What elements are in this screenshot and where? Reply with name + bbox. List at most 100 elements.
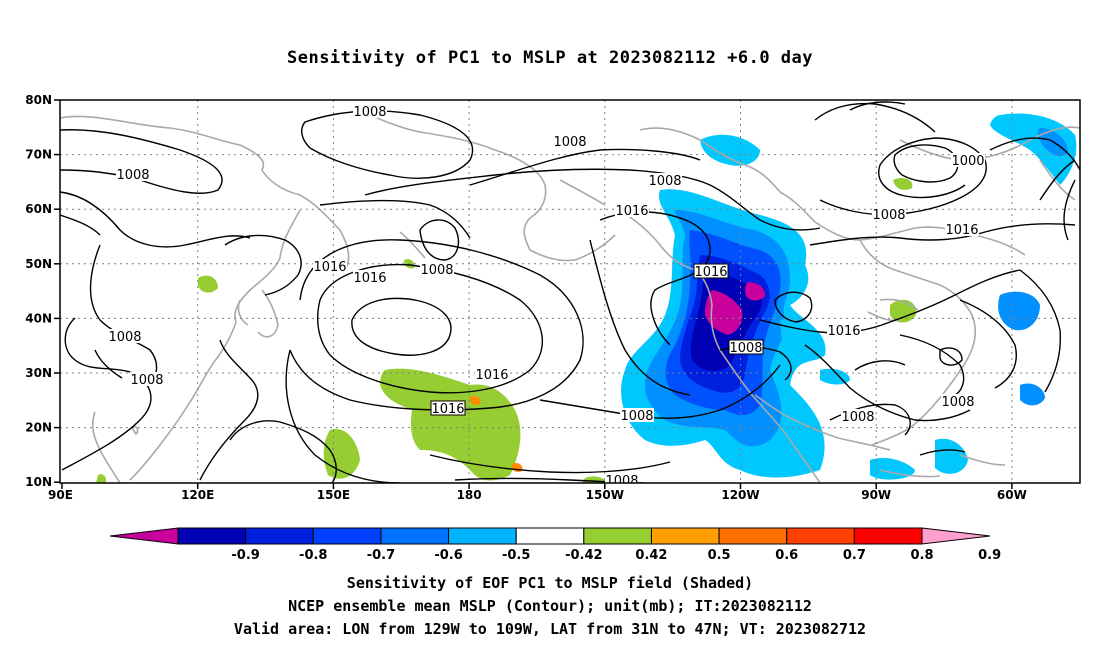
colorbar-label: -0.9 bbox=[231, 548, 259, 563]
contour-label: 1008 bbox=[353, 105, 386, 120]
contour-label: 1008 bbox=[605, 474, 638, 489]
contour-label-bg bbox=[620, 408, 654, 422]
contour-label-bg bbox=[353, 104, 387, 118]
contour-label-bg bbox=[951, 153, 985, 167]
lon-label: 120W bbox=[721, 488, 759, 502]
colorbar-label: -0.42 bbox=[565, 548, 602, 563]
contour-label: 1008 bbox=[420, 263, 453, 278]
colorbar-label: 0.6 bbox=[775, 548, 798, 563]
colorbar-end-left bbox=[109, 527, 179, 545]
colorbar-swatch bbox=[177, 527, 247, 545]
contour-label-bg bbox=[130, 372, 164, 386]
contour-label-bg bbox=[420, 262, 454, 276]
contour-label-bg bbox=[615, 203, 649, 217]
contour-label: 1008 bbox=[941, 395, 974, 410]
contour-label-bg bbox=[841, 409, 875, 423]
contour-label-bg bbox=[430, 400, 466, 416]
colorbar-label: 0.8 bbox=[910, 548, 933, 563]
colorbar-end-right bbox=[921, 527, 991, 545]
colorbar-swatch bbox=[448, 527, 517, 545]
colorbar-swatch bbox=[853, 527, 923, 545]
contour-label: 1008 bbox=[116, 168, 149, 183]
contour-label: 1016 bbox=[353, 271, 386, 286]
contour-label-bg bbox=[872, 207, 906, 221]
contour-label-bg bbox=[116, 167, 150, 181]
lon-label: 60W bbox=[997, 488, 1027, 502]
shade-neg-extreme-2 bbox=[744, 282, 766, 301]
contour-label: 1016 bbox=[694, 265, 727, 280]
contour-label-bg bbox=[827, 323, 861, 337]
contour-label: 1008 bbox=[872, 208, 905, 223]
contour-label: 1008 bbox=[841, 410, 874, 425]
shade-pos-labrador bbox=[893, 177, 913, 190]
colorbar-label: -0.7 bbox=[367, 548, 395, 563]
contour-label-bg bbox=[728, 339, 764, 355]
lat-label: 80N bbox=[25, 93, 52, 107]
lon-label: 90W bbox=[861, 488, 891, 502]
lat-label: 10N bbox=[25, 475, 52, 489]
contour-label-bg bbox=[693, 263, 729, 279]
contour-label: 1008 bbox=[620, 409, 653, 424]
colorbar-label: 0.5 bbox=[708, 548, 731, 563]
shade-neg-alaska bbox=[700, 134, 760, 166]
caption-line-1: Sensitivity of EOF PC1 to MSLP field (Sh… bbox=[346, 574, 754, 592]
contour-label: 1008 bbox=[729, 341, 762, 356]
shade-neg-atlantic bbox=[998, 291, 1040, 331]
lat-label: 30N bbox=[25, 366, 52, 380]
colorbar-swatch bbox=[245, 527, 314, 545]
lat-label: 60N bbox=[25, 202, 52, 216]
graticule bbox=[60, 100, 1080, 483]
map-axes: 90E 120E 150E 180 150W 120W 90W 60W 80N 70N 60N 50N… bbox=[25, 93, 1027, 502]
colorbar-swatch bbox=[718, 527, 788, 545]
isobar-contours bbox=[60, 101, 1080, 483]
shade-pos-great-lakes bbox=[890, 299, 917, 323]
lon-label: 150E bbox=[317, 488, 350, 502]
colorbar-swatch bbox=[650, 527, 720, 545]
shade-neg-atlantic-2 bbox=[1020, 383, 1045, 406]
caption-line-3: Valid area: LON from 129W to 109W, LAT f… bbox=[233, 620, 867, 638]
colorbar-swatch bbox=[312, 527, 382, 545]
contour-label-bg bbox=[475, 367, 509, 381]
map-frame bbox=[59, 99, 1081, 484]
contour-label-bg bbox=[553, 134, 587, 148]
lat-label: 70N bbox=[25, 148, 52, 162]
colorbar-swatch bbox=[786, 527, 855, 545]
shade-pos-indochina bbox=[96, 474, 107, 483]
contour-label-bg bbox=[108, 329, 142, 343]
colorbar-label: -0.5 bbox=[502, 548, 530, 563]
colorbar-swatch bbox=[583, 527, 652, 545]
contour-label: 1016 bbox=[475, 368, 508, 383]
lat-label: 50N bbox=[25, 257, 52, 271]
contour-label-bg bbox=[353, 270, 387, 284]
lon-label: 120E bbox=[181, 488, 214, 502]
lon-label: 90E bbox=[48, 488, 73, 502]
contour-label-bg bbox=[945, 222, 979, 236]
contour-label: 1008 bbox=[648, 174, 681, 189]
shade-pos-kuril bbox=[198, 275, 218, 293]
lat-label: 20N bbox=[25, 421, 52, 435]
colorbar-swatch bbox=[515, 527, 585, 545]
sensitivity-shading bbox=[96, 113, 1077, 483]
contour-label: 1000 bbox=[951, 154, 984, 169]
shade-pos-central-pacific bbox=[380, 368, 521, 481]
contour-label: 1008 bbox=[108, 330, 141, 345]
contour-label: 1016 bbox=[431, 402, 464, 417]
colorbar-label: 0.7 bbox=[843, 548, 866, 563]
contour-label-bg bbox=[648, 173, 682, 187]
contour-label: 1016 bbox=[615, 204, 648, 219]
shade-pos-orange-1 bbox=[469, 395, 481, 406]
colorbar-label: 0.9 bbox=[978, 548, 1001, 563]
caption-line-2: NCEP ensemble mean MSLP (Contour); unit(… bbox=[288, 597, 812, 615]
page-title: Sensitivity of PC1 to MSLP at 2023082112… bbox=[286, 48, 813, 68]
colorbar-label: -0.6 bbox=[434, 548, 462, 563]
contour-label: 1008 bbox=[130, 373, 163, 388]
contour-labels: 1008 1008 1008 1008 1008 1008 1008 1000 1008 1008… bbox=[108, 104, 985, 489]
contour-label: 1016 bbox=[945, 223, 978, 238]
colorbar-label: 0.42 bbox=[635, 548, 667, 563]
colorbar: -0.9 -0.8 -0.7 -0.6 -0.5 -0.42 0.42 0.5 0.6 0.7 0.… bbox=[109, 527, 1001, 563]
colorbar-swatch bbox=[380, 527, 450, 545]
shade-neg-caribbean bbox=[935, 438, 968, 474]
contour-label: 1008 bbox=[553, 135, 586, 150]
contour-label-bg bbox=[941, 394, 975, 408]
